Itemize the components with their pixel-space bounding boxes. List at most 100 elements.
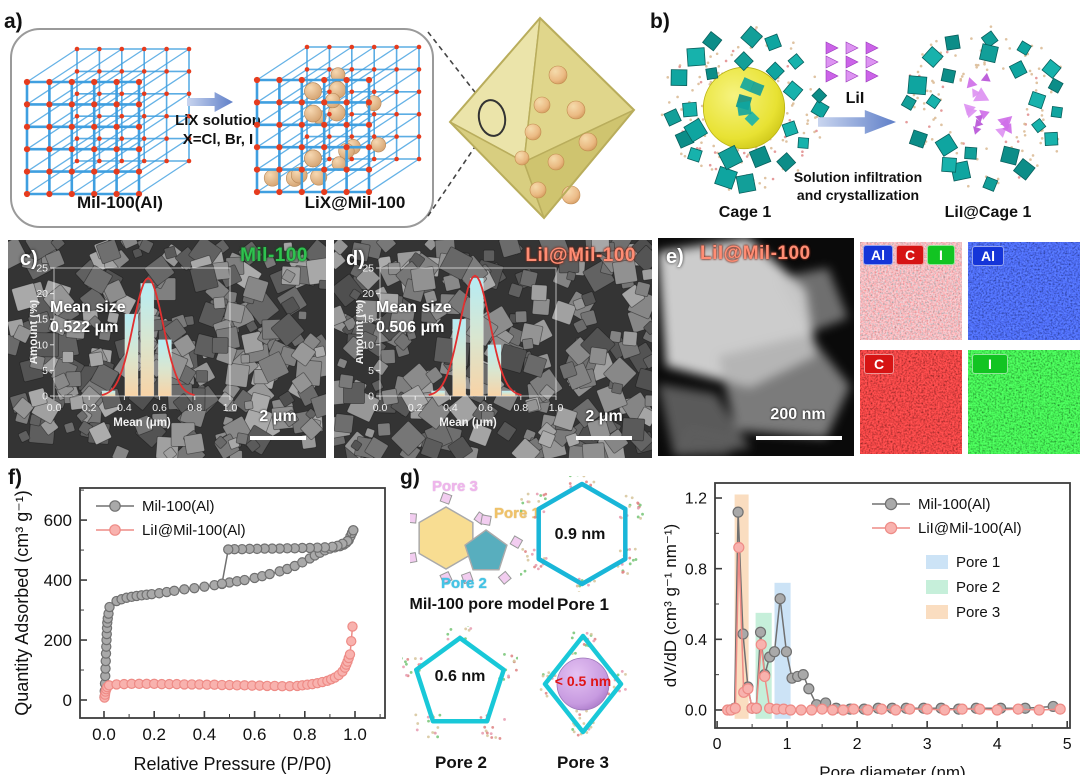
pore2-size-text: 0.6 nm — [434, 668, 486, 685]
svg-text:Quantity Adsorbed (cm³ g⁻¹): Quantity Adsorbed (cm³ g⁻¹) — [12, 490, 32, 716]
panel-b-label: b) — [650, 10, 670, 33]
svg-text:0.4: 0.4 — [685, 632, 707, 649]
svg-text:0.8: 0.8 — [187, 402, 202, 414]
svg-text:4: 4 — [993, 736, 1002, 753]
svg-text:5: 5 — [1063, 736, 1072, 753]
svg-text:Mil-100(Al): Mil-100(Al) — [142, 498, 215, 515]
eds-chip-c: C — [896, 245, 924, 265]
svg-text:0.0: 0.0 — [47, 402, 62, 414]
stem-panel-lii-mil100: e) LiI@Mil-100 200 nm — [658, 238, 854, 456]
svg-text:Mean (μm): Mean (μm) — [113, 417, 171, 429]
mil100-lattice-graphic — [23, 46, 192, 198]
scale-bar-e — [756, 436, 842, 440]
svg-text:1: 1 — [783, 736, 792, 753]
svg-text:10: 10 — [362, 339, 374, 351]
svg-text:15: 15 — [362, 314, 374, 326]
svg-text:600: 600 — [44, 511, 72, 530]
pore-model-caption: Mil-100 pore model — [409, 596, 555, 613]
octahedron-particle-graphic — [448, 16, 636, 220]
svg-text:0.2: 0.2 — [82, 402, 97, 414]
lii-cage1-caption: LiI@Cage 1 — [944, 204, 1032, 221]
eds-map-i: I — [968, 350, 1080, 454]
svg-text:Pore 2: Pore 2 — [956, 579, 1000, 596]
eds-chip-i: I — [927, 245, 955, 265]
sem-panel-mil100: c) Mil-100 0.0 0.2 0.4 0.6 0.8 1.0 0 5 10 15 20 25 M… — [8, 240, 326, 458]
svg-text:LiI@Mil-100(Al): LiI@Mil-100(Al) — [142, 522, 246, 539]
pore1-model-label: Pore 1 — [494, 505, 540, 522]
eds-map-c: C — [860, 350, 962, 454]
svg-text:Pore 1: Pore 1 — [956, 554, 1000, 571]
cage1-caption: Cage 1 — [718, 204, 772, 221]
lii-label: LiI — [845, 90, 865, 107]
eds-chip-al: Al — [863, 245, 893, 265]
pore2-caption: Pore 2 — [435, 753, 487, 772]
svg-text:0.6: 0.6 — [478, 402, 493, 414]
pore3-structure-graphic — [539, 631, 627, 737]
svg-text:Mil-100(Al): Mil-100(Al) — [918, 496, 991, 513]
svg-text:5: 5 — [368, 365, 374, 377]
reaction-arrow-a — [187, 92, 233, 112]
scale-bar-c — [250, 436, 306, 440]
sem-texture-lii-mil100 — [334, 240, 652, 458]
pore3-caption: Pore 3 — [557, 753, 609, 772]
svg-text:200: 200 — [44, 631, 72, 650]
lii-crystal-stack-icon — [825, 41, 879, 83]
svg-text:0: 0 — [63, 691, 72, 710]
svg-text:0.4: 0.4 — [443, 402, 458, 414]
pore1-size-text: 0.9 nm — [554, 526, 606, 543]
svg-text:0: 0 — [368, 391, 374, 403]
scale-bar-text-e: 200 nm — [770, 406, 826, 423]
svg-text:1.0: 1.0 — [549, 402, 564, 414]
panel-c-label: c) — [20, 248, 38, 270]
svg-text:400: 400 — [44, 571, 72, 590]
svg-text:0.6: 0.6 — [243, 725, 267, 744]
panel-e-label: e) — [666, 246, 684, 268]
reaction-arrow-b — [818, 110, 896, 134]
eds-chip-i-2: I — [972, 354, 1008, 374]
eds-chip-al-2: Al — [972, 246, 1004, 266]
panel-g-label: g) — [400, 466, 420, 489]
mean-size-value-d: 0.506 μm — [376, 319, 445, 336]
svg-text:0.0: 0.0 — [685, 703, 707, 720]
svg-text:15: 15 — [36, 314, 48, 326]
svg-text:0.0: 0.0 — [92, 725, 116, 744]
pore-distribution-chart: 0 1 2 3 4 5 0.0 0.4 0.8 1.2 Pore diameter (nm) dV/d… — [661, 482, 1072, 775]
lix-mil100-caption: LiX@Mil-100 — [304, 193, 406, 212]
svg-text:20: 20 — [362, 288, 374, 300]
svg-text:0.4: 0.4 — [117, 402, 132, 414]
eds-chip-c-2: C — [864, 354, 894, 374]
cage1-graphic — [660, 25, 830, 194]
process-text-line1: Solution infiltration — [793, 169, 923, 185]
stem-title: LiI@Mil-100 — [700, 243, 811, 264]
pore2-model-label: Pore 2 — [441, 575, 487, 592]
svg-text:Mean (μm): Mean (μm) — [439, 417, 497, 429]
mil100-al-caption: Mil-100(Al) — [77, 193, 163, 212]
sem-panel-lii-mil100: d) LiI@Mil-100 0.0 0.2 0.4 0.6 0.8 1.0 0 5 10 15 2… — [334, 240, 652, 458]
scale-bar-text-d: 2 μm — [585, 408, 623, 425]
svg-text:5: 5 — [42, 365, 48, 377]
svg-text:0.6: 0.6 — [152, 402, 167, 414]
mean-size-value-c: 0.522 μm — [50, 319, 119, 336]
svg-text:0.4: 0.4 — [193, 725, 217, 744]
halide-list-text: X=Cl, Br, I — [182, 131, 254, 148]
svg-text:Pore 3: Pore 3 — [956, 604, 1000, 621]
eds-map-combined: Al C I — [860, 242, 962, 340]
lii-cage1-graphic — [900, 25, 1064, 192]
panel-f-label: f) — [8, 466, 22, 489]
pore-model-graphic — [410, 491, 524, 585]
pore2-structure-graphic — [402, 626, 518, 740]
svg-text:25: 25 — [36, 263, 48, 275]
svg-text:0.8: 0.8 — [685, 561, 707, 578]
svg-text:25: 25 — [362, 263, 374, 275]
svg-text:1.2: 1.2 — [685, 491, 707, 508]
svg-text:LiI@Mil-100(Al): LiI@Mil-100(Al) — [918, 520, 1022, 537]
svg-text:0: 0 — [713, 736, 722, 753]
svg-text:10: 10 — [36, 339, 48, 351]
svg-text:1.0: 1.0 — [223, 402, 238, 414]
svg-text:Amount (%): Amount (%) — [30, 300, 40, 365]
pore1-caption: Pore 1 — [557, 595, 609, 614]
svg-text:0.8: 0.8 — [293, 725, 317, 744]
svg-text:0.8: 0.8 — [513, 402, 528, 414]
lix-mil100-lattice-graphic — [253, 44, 422, 196]
pore1-structure-graphic — [520, 476, 644, 592]
